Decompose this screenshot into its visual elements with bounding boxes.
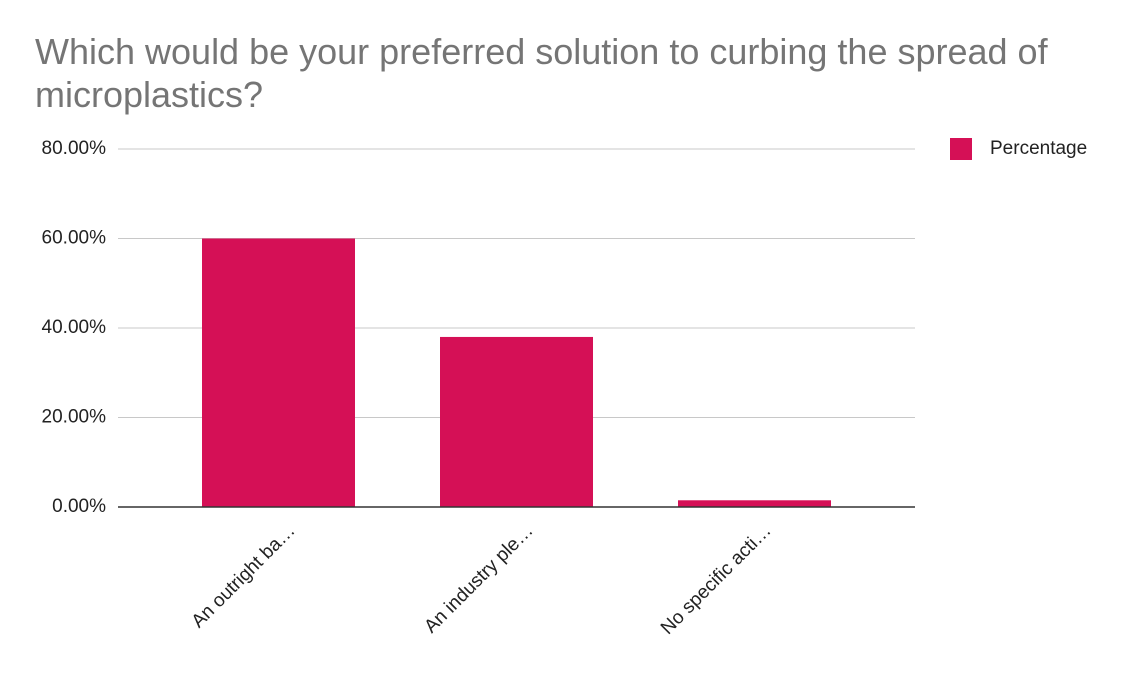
bar xyxy=(440,336,593,507)
y-tick-label: 60.00% xyxy=(42,228,107,249)
bar xyxy=(202,238,355,507)
y-tick-label: 40.00% xyxy=(42,317,107,338)
x-tick-label: An industry ple… xyxy=(420,520,537,637)
legend-label: Percentage xyxy=(990,138,1087,159)
x-tick-label: No specific acti… xyxy=(657,520,776,639)
x-tick-label: An outright ba… xyxy=(188,520,300,632)
y-tick-label: 80.00% xyxy=(42,138,107,159)
y-tick-label: 20.00% xyxy=(42,407,107,428)
bar xyxy=(678,500,831,507)
y-tick-label: 0.00% xyxy=(52,496,106,517)
chart-title: Which would be your preferred solution t… xyxy=(35,31,1048,115)
legend-swatch xyxy=(950,138,972,160)
